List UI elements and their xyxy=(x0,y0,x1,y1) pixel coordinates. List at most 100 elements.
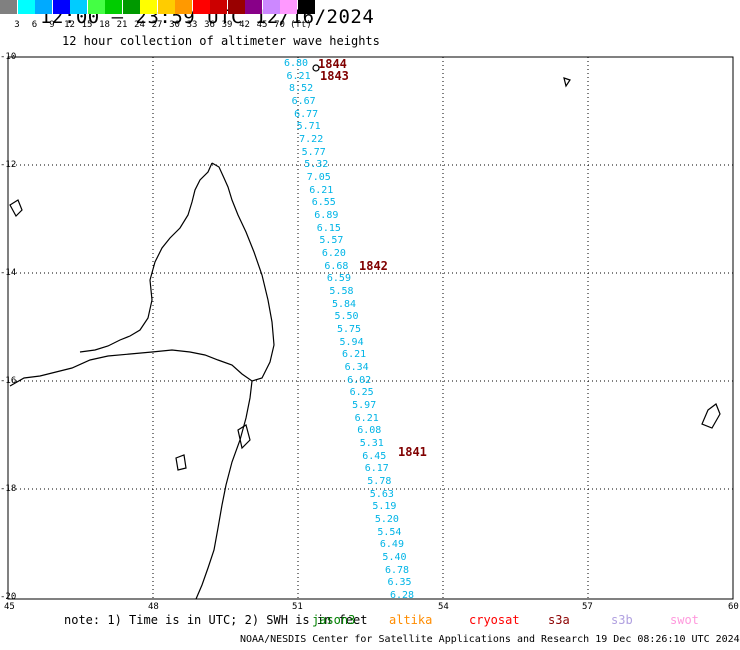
satellite-label: s3a xyxy=(548,613,570,627)
swh-value: 5.31 xyxy=(359,438,384,449)
lon-tick-label: 48 xyxy=(148,602,159,612)
legend-swatch xyxy=(175,0,192,14)
swh-value: 6.45 xyxy=(362,450,387,462)
legend-label: 6 xyxy=(31,20,38,30)
legend-label: 12 xyxy=(64,20,75,30)
swh-value: 5.54 xyxy=(377,526,402,538)
lat-tick-label: -16 xyxy=(0,376,17,386)
swh-value: 6.28 xyxy=(390,590,415,601)
legend-label: 9 xyxy=(49,20,55,30)
madagascar-west-coast xyxy=(79,162,213,353)
swh-value: 6.20 xyxy=(321,248,346,259)
swh-value: 5.19 xyxy=(372,501,397,513)
swh-value: 6.68 xyxy=(324,260,349,272)
legend-swatch xyxy=(140,0,157,14)
swh-value: 6.21 xyxy=(342,349,367,361)
legend-label: 45 xyxy=(256,20,268,30)
legend-label: 3 xyxy=(14,20,20,30)
legend-swatch xyxy=(262,0,280,14)
legend-swatch xyxy=(297,0,315,14)
pass-label: 1843 xyxy=(320,69,349,83)
swh-value: 6.21 xyxy=(354,412,379,424)
swh-value: 6.67 xyxy=(291,96,316,107)
legend-swatch xyxy=(245,0,262,14)
legend-swatch xyxy=(0,0,17,14)
swh-value: 5.50 xyxy=(334,311,359,323)
swh-value: 5.75 xyxy=(337,324,362,335)
legend-label: 21 xyxy=(116,20,128,30)
legend-swatch xyxy=(280,0,297,14)
swh-value: 6.34 xyxy=(344,362,369,373)
legend-swatch xyxy=(192,0,210,14)
swh-value: 7.22 xyxy=(299,134,324,145)
swh-value: 6.21 xyxy=(286,70,311,82)
swh-value: 5.94 xyxy=(339,336,364,348)
swh-value: 6.08 xyxy=(357,425,382,437)
grid-lines xyxy=(8,57,733,599)
coastline xyxy=(9,64,721,600)
legend-unit: (ft) xyxy=(290,20,312,30)
lat-tick-label: -20 xyxy=(0,592,17,602)
map-subtitle: 12 hour collection of altimeter wave hei… xyxy=(62,34,380,48)
satellite-label: swot xyxy=(670,613,699,627)
swh-value: 6.59 xyxy=(326,273,351,285)
islet-1 xyxy=(9,199,23,217)
satellite-label: altika xyxy=(389,613,433,627)
swh-value: 6.49 xyxy=(379,539,404,551)
swh-value: 8.52 xyxy=(289,83,314,95)
lat-tick-label: -10 xyxy=(0,52,17,62)
swh-value: 6.55 xyxy=(311,197,336,209)
islet-2 xyxy=(237,424,251,450)
swh-value: 6.17 xyxy=(364,463,389,475)
satellite-label: s3b xyxy=(611,613,633,627)
swh-value: 5.84 xyxy=(331,298,357,310)
lon-tick-label: 57 xyxy=(582,602,593,612)
legend-swatch xyxy=(17,0,35,14)
swh-value: 6.15 xyxy=(316,222,341,234)
note-text: note: 1) Time is in UTC; 2) SWH is in fe… xyxy=(64,613,368,627)
islet-6 xyxy=(312,64,320,72)
swh-value: 6.02 xyxy=(347,374,372,386)
satellite-label: jason3 xyxy=(312,613,356,627)
lat-tick-label: -12 xyxy=(0,160,17,170)
swh-value: 6.89 xyxy=(314,210,339,221)
legend-swatch xyxy=(52,0,70,14)
swh-value: 5.32 xyxy=(304,159,329,171)
legend-swatch xyxy=(105,0,122,14)
pass-label: 1842 xyxy=(359,259,388,273)
satellite-label: cryosat xyxy=(469,613,520,627)
swh-value: 5.77 xyxy=(301,146,326,158)
lon-tick-label: 60 xyxy=(728,602,739,612)
swh-value: 5.97 xyxy=(352,400,377,411)
swh-value: 5.40 xyxy=(382,552,407,563)
legend-label: 39 xyxy=(221,20,233,30)
pass-label: 1841 xyxy=(398,445,427,459)
swh-value: 5.57 xyxy=(319,235,344,247)
swh-value: 5.63 xyxy=(369,488,394,500)
footer-credit: NOAA/NESDIS Center for Satellite Applica… xyxy=(240,634,740,645)
legend-label: 15 xyxy=(81,20,93,30)
legend-swatch xyxy=(210,0,227,14)
legend-label: 70 xyxy=(274,20,285,30)
swh-value: 7.05 xyxy=(306,172,331,183)
lat-tick-label: -18 xyxy=(0,484,17,494)
swh-value: 6.25 xyxy=(349,387,374,399)
legend-label: 24 xyxy=(134,20,145,30)
legend-swatch xyxy=(122,0,140,14)
islet-3 xyxy=(175,454,187,471)
legend-swatch xyxy=(35,0,52,14)
legend-label: 36 xyxy=(204,20,215,30)
lon-tick-label: 45 xyxy=(4,602,15,612)
swh-value: 5.78 xyxy=(367,476,392,487)
legend-label: 27 xyxy=(151,20,163,30)
madagascar-north-coast xyxy=(9,162,275,387)
swh-value: 6.35 xyxy=(387,577,412,589)
legend-label: 33 xyxy=(186,20,198,30)
lat-tick-label: -14 xyxy=(0,268,17,278)
islet-5 xyxy=(563,77,571,88)
legend-swatch xyxy=(87,0,105,14)
swh-value: 5.20 xyxy=(374,514,399,525)
map-frame xyxy=(7,56,734,600)
legend-swatch xyxy=(157,0,175,14)
swh-value: 5.71 xyxy=(296,121,321,133)
